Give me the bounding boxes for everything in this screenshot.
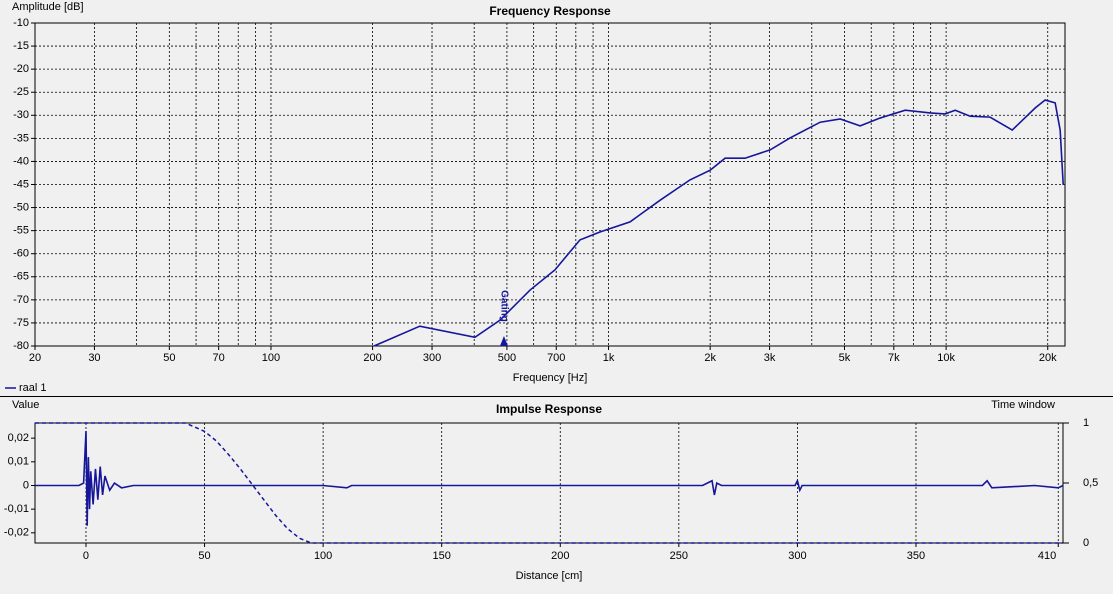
y-tick-label: -0,02 bbox=[4, 527, 29, 539]
x-tick-label: 3k bbox=[764, 352, 776, 364]
y-tick-label: 0,01 bbox=[8, 456, 29, 468]
y2-tick-label: 0 bbox=[1083, 537, 1089, 549]
x-tick-label: 2k bbox=[704, 352, 716, 364]
y-tick-label: 0,02 bbox=[8, 432, 29, 444]
y-axis-label: Amplitude [dB] bbox=[12, 1, 84, 13]
annotation: Gating bbox=[498, 290, 509, 322]
y-axis-label: Value bbox=[12, 399, 39, 411]
x-axis-label: Frequency [Hz] bbox=[513, 372, 588, 384]
x-tick-label: 50 bbox=[198, 550, 210, 562]
y2-tick-label: 1 bbox=[1083, 417, 1089, 429]
y-tick-label: -75 bbox=[13, 317, 29, 329]
x-tick-label: 410 bbox=[1038, 550, 1056, 562]
chart-title: Frequency Response bbox=[489, 4, 611, 18]
y2-tick-label: 0,5 bbox=[1083, 477, 1098, 489]
y-tick-label: -45 bbox=[13, 178, 29, 190]
y-tick-label: -80 bbox=[13, 340, 29, 352]
x-tick-label: 500 bbox=[498, 352, 516, 364]
y-tick-label: -10 bbox=[13, 17, 29, 29]
y-tick-label: -25 bbox=[13, 86, 29, 98]
x-tick-label: 700 bbox=[547, 352, 565, 364]
x-tick-label: 200 bbox=[363, 352, 381, 364]
x-tick-label: 7k bbox=[888, 352, 900, 364]
plot-frame bbox=[34, 422, 1064, 544]
x-tick-label: 30 bbox=[88, 352, 100, 364]
x-tick-label: 200 bbox=[551, 550, 569, 562]
series-line bbox=[373, 99, 1065, 347]
x-tick-label: 10k bbox=[937, 352, 955, 364]
x-tick-label: 300 bbox=[788, 550, 806, 562]
x-tick-label: 0 bbox=[83, 550, 89, 562]
x-axis-label: Distance [cm] bbox=[516, 570, 583, 582]
x-tick-label: 250 bbox=[670, 550, 688, 562]
y-tick-label: -35 bbox=[13, 132, 29, 144]
y2-axis-label: Time window bbox=[991, 399, 1055, 411]
x-tick-label: 50 bbox=[163, 352, 175, 364]
y-tick-label: -50 bbox=[13, 201, 29, 213]
y-tick-label: -65 bbox=[13, 271, 29, 283]
x-tick-label: 100 bbox=[314, 550, 332, 562]
y-tick-label: 0 bbox=[23, 479, 29, 491]
legend-label: raal 1 bbox=[19, 382, 47, 394]
y-tick-label: -30 bbox=[13, 109, 29, 121]
annotation-marker bbox=[499, 336, 508, 346]
x-tick-label: 150 bbox=[433, 550, 451, 562]
x-tick-label: 300 bbox=[423, 352, 441, 364]
x-tick-label: 70 bbox=[213, 352, 225, 364]
x-tick-label: 20 bbox=[29, 352, 41, 364]
x-tick-label: 5k bbox=[839, 352, 851, 364]
x-tick-label: 20k bbox=[1039, 352, 1057, 364]
x-tick-label: 100 bbox=[262, 352, 280, 364]
series-line bbox=[35, 431, 1064, 526]
y-tick-label: -15 bbox=[13, 40, 29, 52]
y-tick-label: -0,01 bbox=[4, 503, 29, 515]
x-tick-label: 1k bbox=[603, 352, 615, 364]
x-tick-label: 350 bbox=[907, 550, 925, 562]
y-tick-label: -60 bbox=[13, 248, 29, 260]
plot-frame bbox=[34, 22, 1066, 347]
y-tick-label: -40 bbox=[13, 155, 29, 167]
y-tick-label: -70 bbox=[13, 294, 29, 306]
series-line bbox=[35, 422, 1063, 544]
chart-title: Impulse Response bbox=[496, 402, 602, 416]
y-tick-label: -55 bbox=[13, 225, 29, 237]
y-tick-label: -20 bbox=[13, 63, 29, 75]
